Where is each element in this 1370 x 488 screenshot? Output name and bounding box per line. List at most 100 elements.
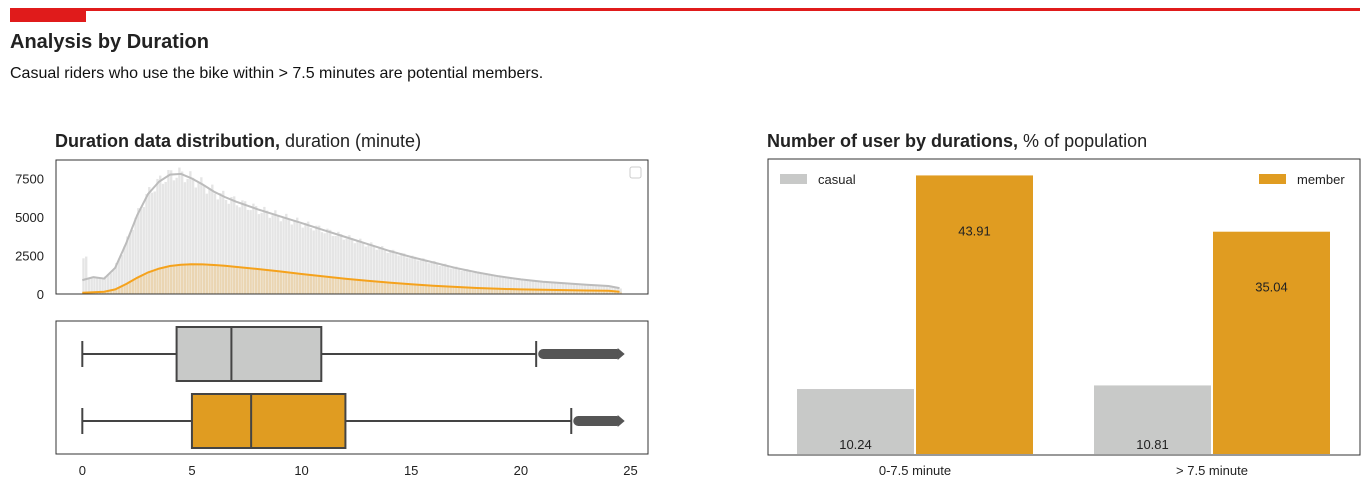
histogram-bar-casual — [392, 249, 395, 294]
histogram-bar-member — [608, 290, 611, 294]
histogram-bar-member — [104, 291, 107, 294]
histogram-bar-casual — [290, 224, 293, 294]
histogram-bar-casual — [180, 171, 184, 294]
histogram-bar-casual — [90, 278, 93, 294]
histogram-bar-member — [153, 270, 156, 294]
histogram-bar-casual — [430, 262, 433, 294]
histogram-bar-casual — [578, 284, 581, 294]
histogram-bar-casual — [433, 260, 436, 294]
histogram-bar-member — [479, 288, 483, 294]
histogram-bar-casual — [167, 170, 170, 294]
histogram-bar-casual — [241, 200, 244, 294]
users-title-rest: % of population — [1018, 131, 1147, 151]
histogram-bar-member — [304, 274, 307, 294]
histogram-bar-member — [186, 264, 189, 294]
histogram-bar-casual — [304, 222, 307, 294]
histogram-bar-member — [315, 275, 318, 294]
histogram-bar-casual — [389, 250, 392, 294]
users-chart-title: Number of user by durations, % of popula… — [767, 131, 1147, 151]
histogram-bar-member — [603, 290, 606, 294]
histogram-bar-member — [208, 264, 211, 294]
histogram-bar-casual — [364, 246, 367, 294]
histogram-bar-member — [594, 290, 598, 294]
histogram-bar-casual — [529, 279, 532, 294]
accent-bar — [10, 8, 86, 22]
histogram-bar-casual — [200, 177, 203, 294]
histogram-bar-casual — [556, 283, 559, 294]
histogram-bar-member — [268, 271, 272, 294]
histogram-bar-member — [359, 279, 362, 294]
histogram-bar-casual — [561, 282, 565, 294]
users-legend: casual member — [780, 172, 1345, 187]
histogram-bar-casual — [460, 270, 463, 294]
histogram-bar-casual — [515, 279, 518, 294]
users-title-bold: Number of user by durations, — [767, 131, 1018, 151]
histogram-bar-member — [564, 290, 568, 294]
histogram-bar-member — [287, 272, 291, 294]
histogram-bar-member — [205, 265, 208, 294]
histogram-bar-member — [405, 284, 409, 294]
histogram-bar-member — [361, 280, 365, 294]
histogram-bar-casual — [397, 255, 400, 294]
histogram-bar-member — [353, 280, 356, 294]
histogram-bar-member — [159, 267, 162, 294]
histogram-bar-casual — [523, 280, 526, 294]
histogram-bar-member — [583, 290, 587, 294]
histogram-bar-casual — [101, 278, 104, 294]
distribution-chart-title: Duration data distribution, duration (mi… — [55, 131, 421, 151]
histogram-bar-member — [202, 264, 206, 294]
histogram-bar-casual — [567, 283, 570, 294]
empty-legend-box — [629, 166, 642, 179]
histogram-bar-casual — [233, 196, 236, 294]
histogram-bar-casual — [106, 274, 110, 294]
histogram-bar-casual — [265, 210, 269, 294]
histogram-bar-member — [222, 264, 225, 294]
histogram-bar-casual — [82, 258, 85, 294]
histogram-bar-member — [246, 268, 250, 294]
histogram-bar-casual — [208, 188, 211, 294]
users-bar-panel: 10.24 43.91 10.81 35.04 0-7.5 minute > 7.5 m… — [767, 158, 1361, 478]
histogram-bar-casual — [170, 170, 173, 294]
histogram-bar-casual — [337, 231, 340, 294]
histogram-bar-member — [290, 273, 293, 294]
histogram-bar-casual — [238, 207, 241, 294]
legend-swatch-casual — [780, 174, 807, 184]
histogram-bar-member — [575, 290, 578, 294]
histogram-bar-casual — [413, 256, 417, 294]
histogram-bar-member — [309, 275, 313, 294]
histogram-bar-casual — [139, 209, 143, 294]
histogram-bar-member — [567, 290, 570, 294]
histogram-bar-member — [383, 282, 387, 294]
boxplot-casual — [81, 326, 625, 382]
histogram-bar-casual — [115, 262, 118, 294]
histogram-bar-casual — [271, 215, 274, 294]
histogram-bar-casual — [328, 229, 332, 294]
histogram-bar-member — [200, 263, 203, 294]
histogram-bar-casual — [394, 254, 398, 294]
histogram-bar-member — [156, 268, 159, 294]
histogram-bar-casual — [452, 267, 455, 294]
histogram-bar-member — [572, 290, 576, 294]
histogram-bar-member — [265, 269, 269, 294]
histogram-bar-casual — [161, 183, 165, 294]
histogram-bar-member — [167, 265, 170, 294]
histogram-bar-member — [257, 269, 261, 294]
histogram-bar-casual — [485, 273, 488, 294]
histogram-bar-casual — [540, 280, 543, 294]
histogram-bar-member — [296, 272, 299, 294]
histogram-bar-casual — [381, 246, 384, 294]
histogram-bar-member — [435, 285, 439, 294]
histogram-bar-member — [438, 286, 441, 294]
histogram-bar-member — [534, 289, 537, 294]
histogram-bar-casual — [202, 185, 206, 294]
histogram-bar-casual — [550, 281, 554, 294]
bar-value-label: 10.24 — [839, 437, 872, 452]
histogram-bar-casual — [246, 209, 250, 294]
histogram-bar-casual — [427, 263, 430, 294]
histogram-bar-casual — [468, 271, 472, 294]
histogram-bar-member — [224, 266, 228, 294]
histogram-bar-member — [339, 278, 343, 294]
histogram-bar-casual — [435, 263, 439, 294]
histogram-bar-member — [137, 276, 140, 294]
histogram-bar-casual — [274, 210, 277, 294]
